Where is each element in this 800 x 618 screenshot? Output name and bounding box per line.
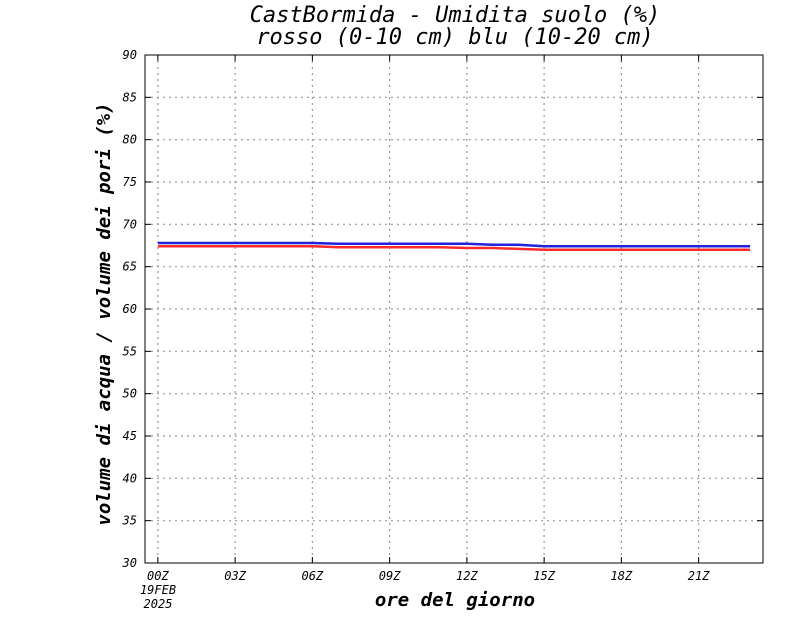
y-tick-label: 85 bbox=[123, 90, 137, 104]
y-tick-label: 90 bbox=[123, 48, 137, 62]
y-tick-label: 50 bbox=[123, 387, 137, 401]
y-tick-label: 65 bbox=[123, 260, 137, 274]
series-line-blue bbox=[157, 241, 751, 248]
y-axis-label: volume di acqua / volume dei pori (%) bbox=[93, 102, 115, 525]
x-tick-label: 18Z bbox=[611, 569, 633, 583]
y-tick-label: 70 bbox=[123, 217, 137, 231]
x-axis: 00Z 03Z 06Z 09Z 12Z 15Z 18Z 21Z bbox=[147, 55, 710, 583]
series-line-red bbox=[157, 245, 751, 251]
y-tick-label: 55 bbox=[123, 344, 137, 358]
date-label-year: 2025 bbox=[144, 597, 173, 611]
series-lines bbox=[157, 241, 751, 251]
x-tick-label: 15Z bbox=[533, 569, 555, 583]
y-axis: 30 35 40 45 50 55 60 65 70 75 80 85 90 bbox=[122, 48, 763, 570]
y-tick-label: 35 bbox=[122, 514, 137, 528]
x-tick-label: 12Z bbox=[456, 569, 478, 583]
y-tick-label: 45 bbox=[123, 429, 137, 443]
chart-subtitle: rosso (0-10 cm) blu (10-20 cm) bbox=[256, 25, 653, 50]
date-label-day: 19FEB bbox=[140, 583, 176, 597]
y-tick-label: 80 bbox=[123, 133, 137, 147]
x-tick-label: 21Z bbox=[688, 569, 710, 583]
x-tick-label: 09Z bbox=[379, 569, 401, 583]
chart-title: CastBormida - Umidita suolo (%) bbox=[250, 3, 661, 28]
x-tick-label: 00Z bbox=[147, 569, 169, 583]
grid-lines bbox=[145, 55, 763, 563]
x-tick-label: 06Z bbox=[302, 569, 324, 583]
x-tick-label: 03Z bbox=[224, 569, 246, 583]
plot-frame bbox=[144, 54, 764, 564]
y-tick-label: 40 bbox=[123, 471, 137, 485]
x-axis-label: ore del giorno bbox=[375, 589, 535, 611]
y-tick-label: 30 bbox=[122, 556, 137, 570]
y-tick-label: 75 bbox=[123, 175, 137, 189]
y-tick-label: 60 bbox=[123, 302, 137, 316]
